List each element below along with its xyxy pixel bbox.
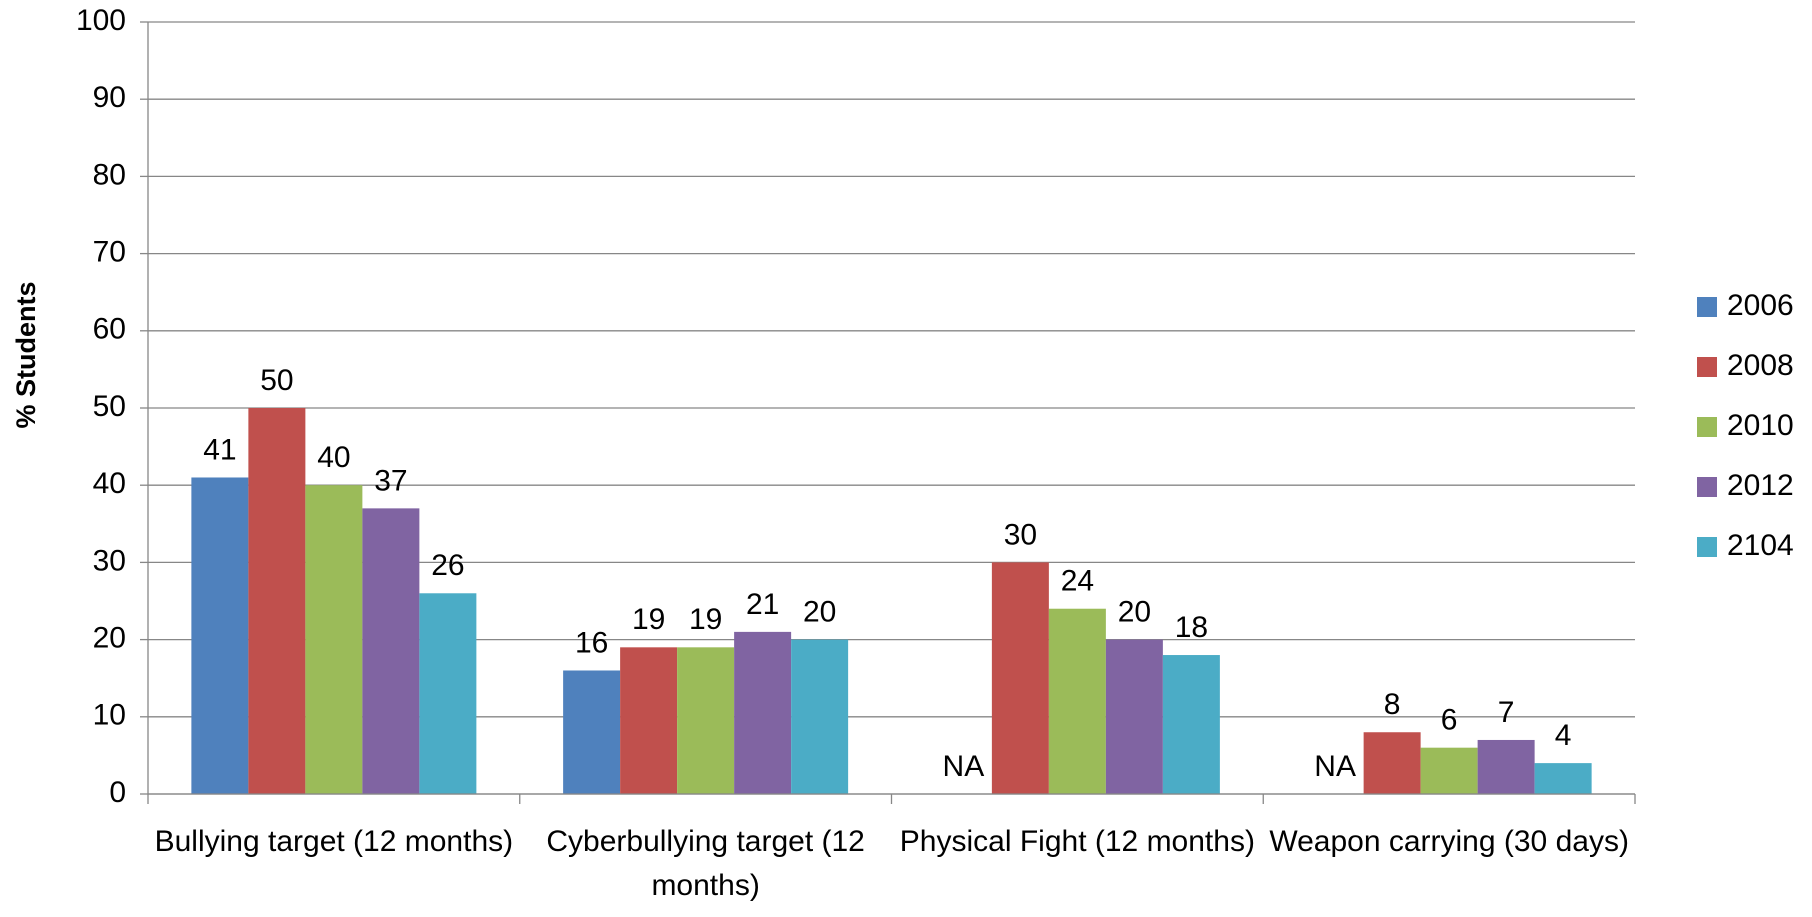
bar [305, 485, 363, 794]
y-tick-label: 10 [93, 699, 126, 732]
x-tick-label: Weapon carrying (30 days) [1269, 825, 1629, 858]
bar [362, 508, 420, 794]
y-tick-label: 50 [93, 390, 126, 423]
y-tick-label: 100 [76, 4, 126, 37]
y-tick-label: 90 [93, 81, 126, 114]
y-tick-label: 80 [93, 158, 126, 191]
bar [1162, 655, 1220, 794]
y-tick-label: 60 [93, 313, 126, 346]
data-label: NA [1314, 750, 1356, 783]
data-label: 50 [260, 364, 293, 397]
data-label: 30 [1004, 518, 1037, 551]
bar [791, 639, 849, 794]
data-label: 4 [1555, 719, 1572, 752]
data-label: 24 [1061, 565, 1094, 598]
bar [991, 562, 1049, 794]
bar [677, 647, 735, 794]
data-label: 40 [317, 441, 350, 474]
data-label: 19 [689, 603, 722, 636]
data-label: 20 [1118, 596, 1151, 629]
data-label: 26 [431, 549, 464, 582]
data-label: 7 [1498, 696, 1515, 729]
x-tick-label: Bullying target (12 months) [154, 825, 514, 858]
y-tick-label: 20 [93, 622, 126, 655]
legend-label: 2008 [1727, 349, 1794, 382]
bar [1477, 739, 1535, 794]
legend-swatch [1697, 477, 1717, 497]
bar [248, 408, 306, 794]
bar [1048, 608, 1106, 794]
legend-label: 2006 [1727, 289, 1794, 322]
data-label: 16 [575, 626, 608, 659]
legend-label: 2104 [1727, 529, 1794, 562]
bar [419, 593, 477, 794]
legend-swatch [1697, 357, 1717, 377]
data-label: 37 [374, 464, 407, 497]
x-tick-label: Cyberbullying target (12 months) [546, 825, 865, 902]
bar [1420, 747, 1478, 794]
y-tick-label: 30 [93, 544, 126, 577]
bar [620, 647, 678, 794]
bar [734, 631, 792, 794]
legend-label: 2010 [1727, 409, 1794, 442]
data-label: 41 [203, 433, 236, 466]
bar [191, 477, 249, 794]
data-label: NA [943, 750, 985, 783]
data-label: 19 [632, 603, 665, 636]
data-label: 8 [1384, 688, 1401, 721]
bar [1363, 732, 1421, 794]
y-tick-label: 70 [93, 236, 126, 269]
legend-swatch [1697, 417, 1717, 437]
legend-label: 2012 [1727, 469, 1794, 502]
legend-swatch [1697, 297, 1717, 317]
bar [563, 670, 621, 794]
bar [1534, 763, 1592, 794]
legend-swatch [1697, 537, 1717, 557]
y-tick-label: 0 [109, 776, 126, 809]
y-axis-title: % Students [11, 281, 41, 428]
data-label: 20 [803, 596, 836, 629]
x-tick-label: Physical Fight (12 months) [899, 825, 1255, 858]
y-tick-label: 40 [93, 467, 126, 500]
bar [1105, 639, 1163, 794]
data-label: 6 [1441, 704, 1458, 737]
data-label: 18 [1175, 611, 1208, 644]
data-label: 21 [746, 588, 779, 621]
